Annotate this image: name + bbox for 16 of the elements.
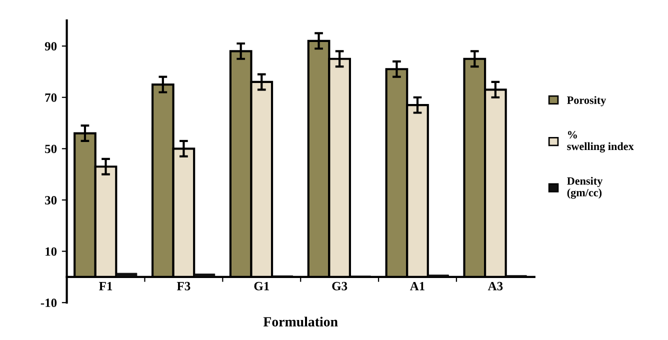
x-tick-label: F1	[99, 282, 112, 290]
y-tick-label: 70	[45, 93, 57, 102]
y-tick-label: 50	[45, 144, 57, 154]
legend-label: Porosity	[567, 96, 606, 106]
x-tick-label: F3	[176, 282, 190, 290]
x-tick-label: G3	[332, 282, 348, 290]
legend-label: % swelling index	[567, 131, 634, 152]
y-tick-label: 90	[44, 42, 57, 51]
x-tick-label: G1	[254, 282, 269, 290]
y-tick-label: 30	[45, 196, 57, 204]
x-axis-title: Formulation	[263, 316, 338, 327]
legend-label: Density (gm/cc)	[567, 176, 603, 199]
y-tick-label: 10	[46, 247, 57, 256]
y-tick-label: -10	[40, 298, 57, 308]
x-tick-label: A1	[410, 282, 424, 290]
x-tick-label: A3	[488, 282, 503, 290]
